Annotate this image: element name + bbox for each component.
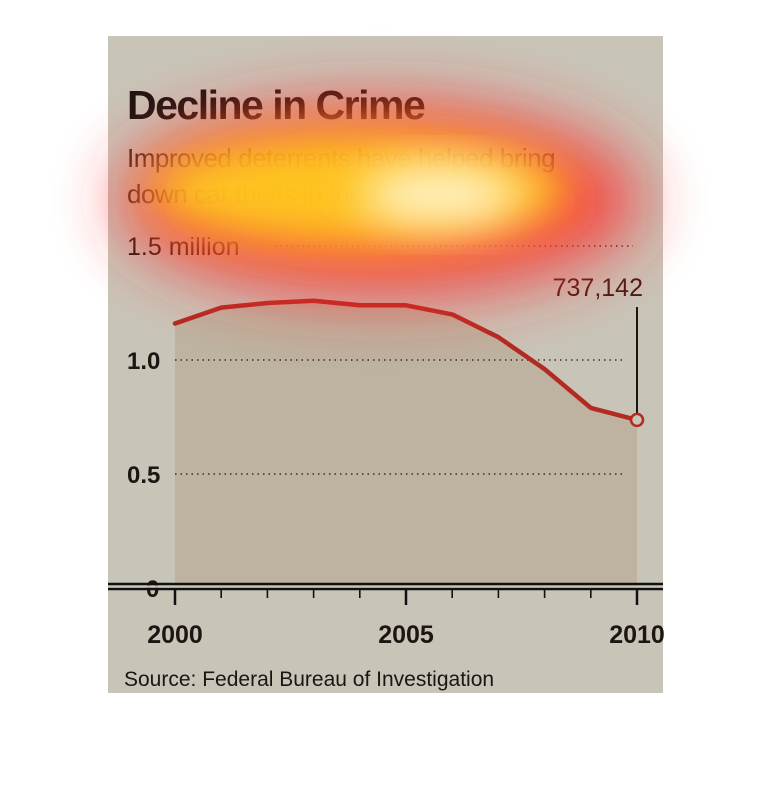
y-tick-label-0: 1.5 million	[127, 233, 240, 261]
x-tick-label-2010: 2010	[609, 621, 665, 649]
source-note: Source: Federal Bureau of Investigation	[124, 668, 495, 691]
series-line	[172, 298, 640, 423]
area-fill	[175, 300, 637, 588]
x-axis-gap	[108, 585, 663, 588]
annotation-label: 737,142	[553, 274, 643, 302]
x-tick-label-2000: 2000	[147, 621, 203, 649]
y-tick-label-1: 1.0	[127, 348, 160, 375]
annotation-marker	[629, 412, 645, 428]
x-tick-label-2005: 2005	[378, 621, 434, 649]
y-tick-label-2: 0.5	[127, 462, 160, 489]
